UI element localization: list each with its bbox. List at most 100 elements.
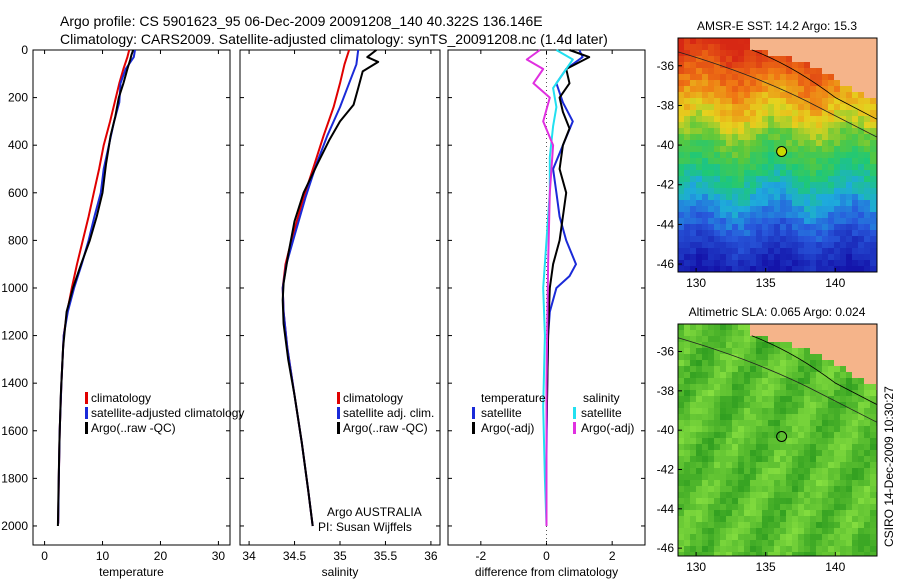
map-cell (702, 44, 708, 50)
map-cell (828, 56, 834, 62)
map-cell (690, 44, 696, 50)
map-cell (702, 260, 708, 266)
map-cell (774, 468, 780, 474)
map-cell (858, 450, 864, 456)
map-cell (840, 224, 846, 230)
map-cell (846, 336, 852, 342)
map-cell (858, 372, 864, 378)
map-cell (678, 236, 684, 242)
map-cell (732, 342, 738, 348)
map-cell (678, 260, 684, 266)
map-cell (678, 44, 684, 50)
map-cell (858, 110, 864, 116)
map-cell (864, 408, 870, 414)
map-cell (762, 390, 768, 396)
map-cell (774, 80, 780, 86)
map-cell (846, 260, 852, 266)
map-cell (774, 260, 780, 266)
map-cell (822, 110, 828, 116)
map-cell (768, 330, 774, 336)
map-cell (762, 516, 768, 522)
map-cell (684, 504, 690, 510)
map-cell (762, 534, 768, 540)
map-cell (840, 182, 846, 188)
y-tick-label: 1600 (1, 424, 28, 438)
map-cell (816, 50, 822, 56)
map-cell (864, 260, 870, 266)
map-cell (846, 56, 852, 62)
map-cell (840, 56, 846, 62)
map-cell (780, 444, 786, 450)
map-cell (732, 528, 738, 534)
map-cell (726, 218, 732, 224)
map-cell (798, 396, 804, 402)
map-cell (834, 420, 840, 426)
map-cell (684, 498, 690, 504)
map-cell (810, 372, 816, 378)
map-cell (858, 504, 864, 510)
map-cell (726, 390, 732, 396)
map-cell (852, 468, 858, 474)
map-cell (804, 330, 810, 336)
map-cell (810, 158, 816, 164)
map-cell (678, 122, 684, 128)
map-cell (792, 372, 798, 378)
map-cell (750, 86, 756, 92)
map-cell (684, 486, 690, 492)
map-cell (804, 474, 810, 480)
map-cell (798, 248, 804, 254)
map-cell (696, 378, 702, 384)
map-cell (696, 224, 702, 230)
map-cell (780, 164, 786, 170)
map-cell (834, 360, 840, 366)
map-cell (846, 92, 852, 98)
map-cell (774, 38, 780, 44)
map-cell (708, 522, 714, 528)
map-cell (678, 396, 684, 402)
map-cell (720, 498, 726, 504)
map-cell (690, 378, 696, 384)
map-cell (810, 236, 816, 242)
map-cell (714, 498, 720, 504)
map-cell (792, 242, 798, 248)
map-cell (720, 396, 726, 402)
map-cell (690, 266, 696, 272)
map-cell (720, 456, 726, 462)
map-cell (822, 528, 828, 534)
map-cell (702, 354, 708, 360)
map-cell (816, 420, 822, 426)
map-cell (828, 182, 834, 188)
map-cell (858, 420, 864, 426)
map-cell (792, 540, 798, 546)
map-cell (786, 480, 792, 486)
map-cell (768, 200, 774, 206)
map-cell (720, 146, 726, 152)
map-cell (852, 546, 858, 552)
map-cell (684, 236, 690, 242)
map-cell (708, 86, 714, 92)
map-cell (798, 122, 804, 128)
map-cell (840, 44, 846, 50)
map-cell (678, 480, 684, 486)
map-cell (822, 80, 828, 86)
map-cell (708, 242, 714, 248)
map-cell (846, 492, 852, 498)
map-cell (810, 68, 816, 74)
map-cell (768, 336, 774, 342)
map-cell (762, 498, 768, 504)
map-cell (858, 68, 864, 74)
map-cell (816, 432, 822, 438)
map-cell (756, 44, 762, 50)
map-cell (786, 56, 792, 62)
map-cell (684, 116, 690, 122)
x-tick-label: 30 (212, 549, 226, 563)
map-cell (696, 324, 702, 330)
map-cell (840, 522, 846, 528)
map-cell (792, 492, 798, 498)
map-cell (714, 516, 720, 522)
difference-legend: temperature satellite Argo(-adj) salinit… (472, 391, 634, 435)
map-cell (852, 92, 858, 98)
map-cell (720, 80, 726, 86)
map-cell (744, 510, 750, 516)
map-cell (804, 408, 810, 414)
